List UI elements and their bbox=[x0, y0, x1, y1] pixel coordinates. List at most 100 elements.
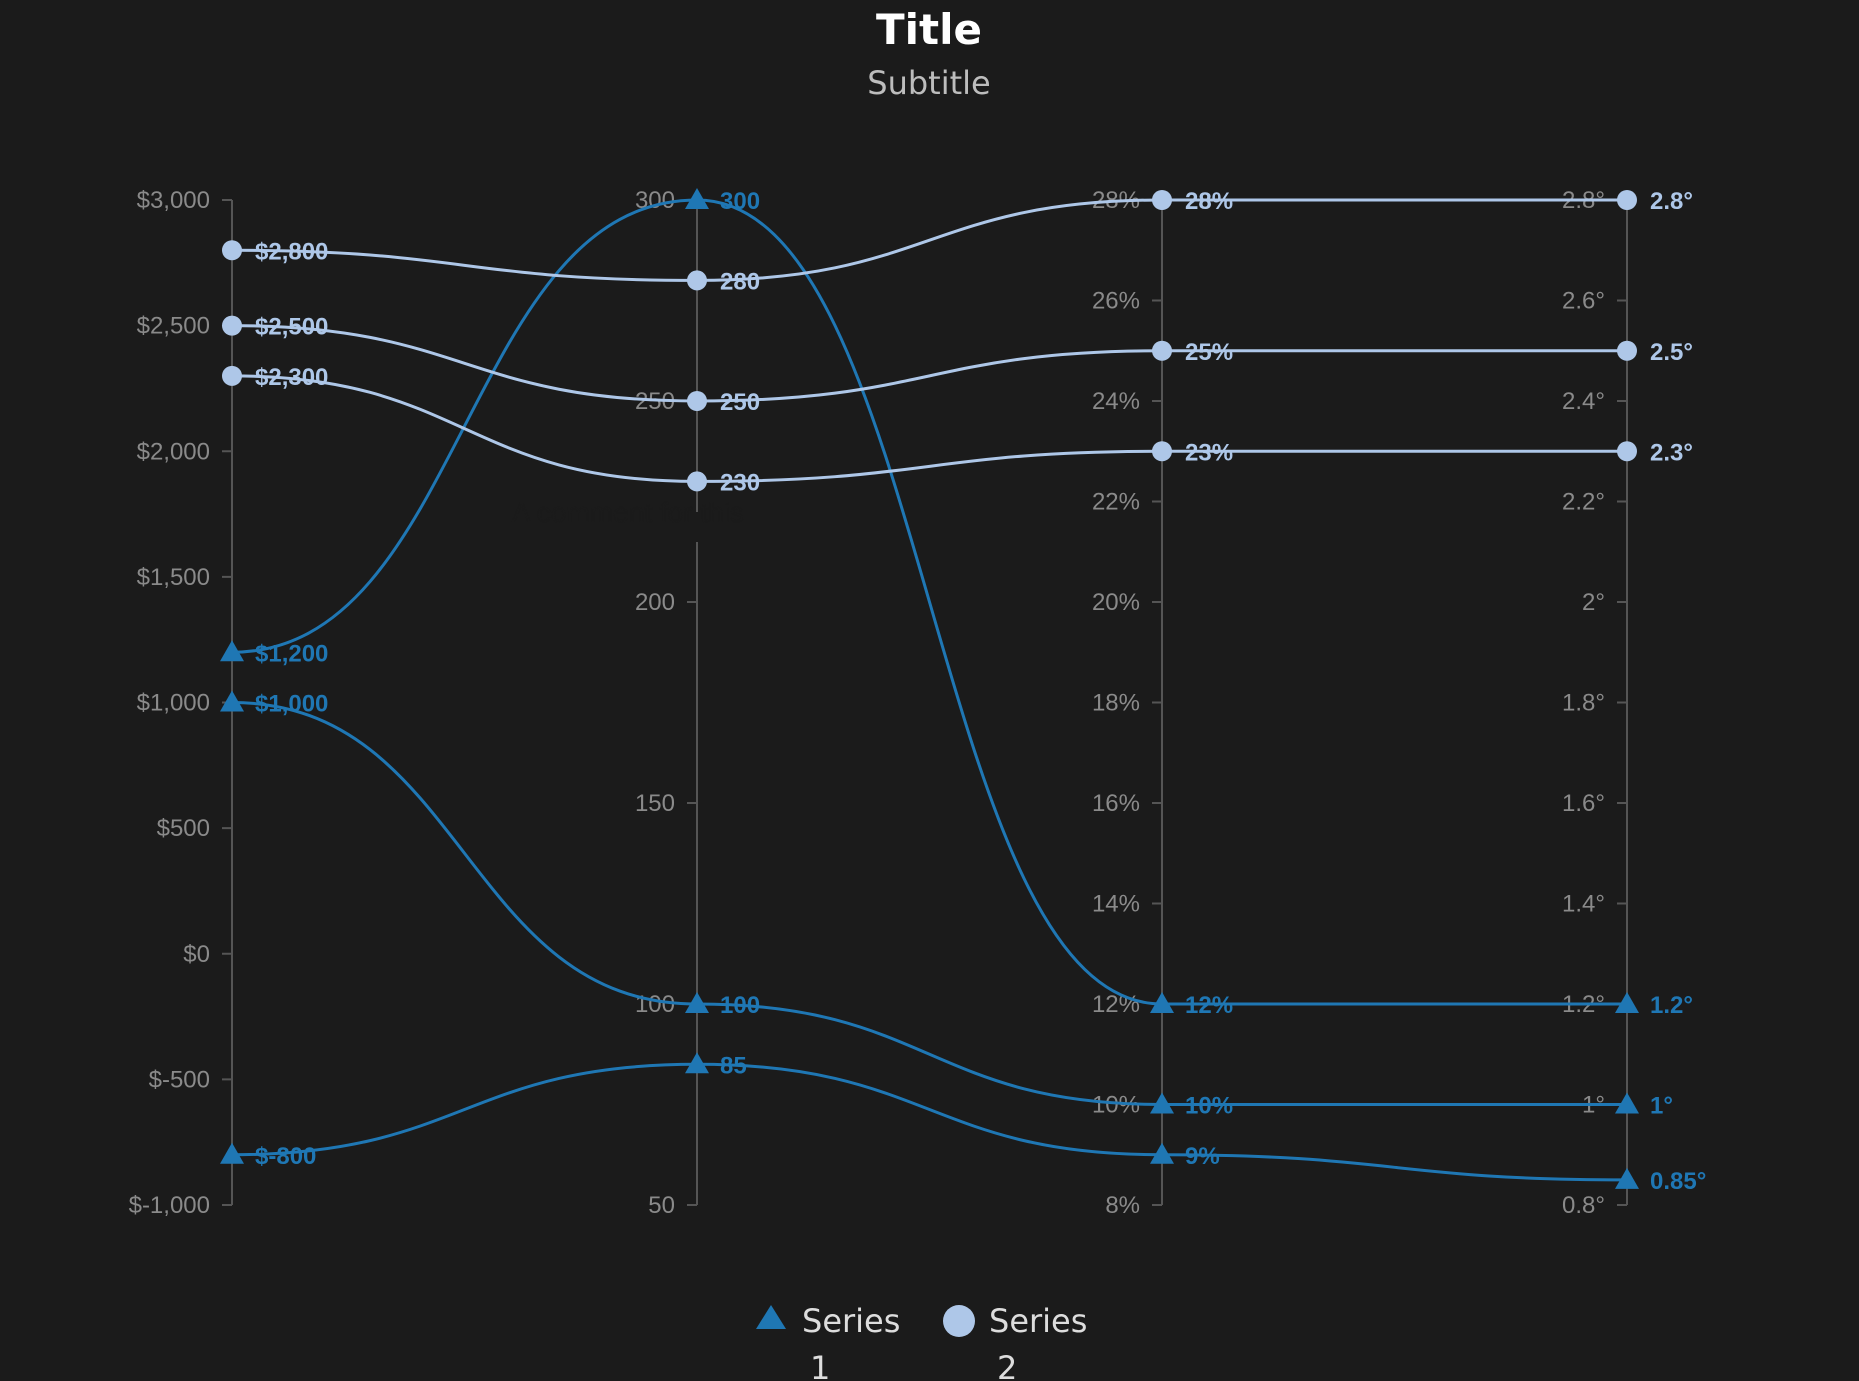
series-1-marker[interactable] bbox=[220, 690, 244, 712]
axis-tick-label: 22% bbox=[1092, 489, 1140, 516]
series-2-data-label: 280 bbox=[720, 268, 760, 295]
axis-tick-label: 2.4° bbox=[1562, 388, 1605, 415]
series-2-marker[interactable] bbox=[222, 315, 242, 336]
series-lines-layer bbox=[231, 198, 1628, 1182]
axis-tick-label: 2.6° bbox=[1562, 288, 1605, 315]
series-1-data-label: 12% bbox=[1185, 992, 1233, 1019]
series-1-marker[interactable] bbox=[1615, 992, 1639, 1013]
series-2-line-2[interactable] bbox=[231, 324, 1627, 403]
legend-circle-icon bbox=[943, 1305, 975, 1337]
axis-tick-label: 26% bbox=[1092, 288, 1140, 315]
series-1-data-label: $1,200 bbox=[255, 640, 328, 667]
annotation-layer: A comment for this bbox=[500, 497, 800, 542]
series-1-marker[interactable] bbox=[220, 1142, 244, 1164]
series-2-data-label: $2,300 bbox=[255, 364, 328, 391]
axis-tick-label: $-500 bbox=[149, 1066, 210, 1093]
legend-label: Series bbox=[989, 1302, 1087, 1340]
annotation-text: A comment for this bbox=[512, 497, 744, 528]
series-2-data-label: $2,500 bbox=[255, 314, 328, 341]
series-1-data-label: 0.85° bbox=[1650, 1168, 1706, 1195]
series-2-data-label: 25% bbox=[1185, 339, 1233, 366]
series-1-line-1[interactable] bbox=[231, 198, 1627, 1006]
axis-tick-label: 14% bbox=[1092, 891, 1140, 918]
annotation-mask bbox=[500, 512, 800, 542]
axis-tick-label: 1.6° bbox=[1562, 790, 1605, 817]
legend-label-number: 1 bbox=[810, 1349, 830, 1381]
series-1-data-label: 10% bbox=[1185, 1093, 1233, 1120]
series-1-data-label: 100 bbox=[720, 992, 760, 1019]
axis-tick-label: 200 bbox=[635, 589, 675, 616]
axis-tick-label: $1,500 bbox=[137, 564, 210, 591]
series-2-marker[interactable] bbox=[1152, 441, 1172, 462]
axis-tick-label: 1.4° bbox=[1562, 891, 1605, 918]
axis-tick-label: 0.8° bbox=[1562, 1192, 1605, 1219]
axis-tick-label: $500 bbox=[157, 815, 210, 842]
series-2-marker[interactable] bbox=[1152, 340, 1172, 361]
series-1-marker[interactable] bbox=[1615, 1092, 1639, 1114]
axis-tick-label: 150 bbox=[635, 790, 675, 817]
series-1-data-label: 300 bbox=[720, 188, 760, 215]
series-1-marker[interactable] bbox=[1150, 1092, 1174, 1114]
series-2-marker[interactable] bbox=[687, 471, 707, 492]
series-1-data-label: 85 bbox=[720, 1052, 747, 1079]
legend[interactable]: Series 1 Series 2 bbox=[756, 1302, 1087, 1381]
series-2-marker[interactable] bbox=[1617, 441, 1637, 462]
series-2-marker[interactable] bbox=[1617, 190, 1637, 210]
chart-subtitle: Subtitle bbox=[867, 64, 990, 102]
axis-tick-label: $2,000 bbox=[137, 438, 210, 465]
markers-layer bbox=[220, 188, 1639, 1189]
series-2-data-label: $2,800 bbox=[255, 238, 328, 265]
series-2-data-label: 23% bbox=[1185, 439, 1233, 466]
series-2-marker[interactable] bbox=[222, 240, 242, 261]
series-2-data-label: 2.3° bbox=[1650, 439, 1693, 466]
series-1-data-label: 1° bbox=[1650, 1093, 1673, 1120]
series-2-line-1[interactable] bbox=[231, 198, 1627, 282]
series-2-data-label: 2.8° bbox=[1650, 188, 1693, 215]
legend-item-series-2[interactable]: Series 2 bbox=[943, 1302, 1087, 1381]
axis-tick-label: 2° bbox=[1582, 589, 1605, 616]
series-1-marker[interactable] bbox=[1615, 1167, 1639, 1189]
axis-tick-label: $0 bbox=[183, 941, 210, 968]
series-1-data-label: 1.2° bbox=[1650, 992, 1693, 1019]
series-2-marker[interactable] bbox=[222, 365, 242, 386]
axis-tick-label: 12% bbox=[1092, 991, 1140, 1018]
chart-title: Title bbox=[876, 5, 982, 54]
axis-tick-label: 1.8° bbox=[1562, 690, 1605, 717]
series-1-marker[interactable] bbox=[1150, 1142, 1174, 1164]
series-1-data-label: 9% bbox=[1185, 1143, 1220, 1170]
series-2-marker[interactable] bbox=[1152, 190, 1172, 210]
series-1-line-3[interactable] bbox=[231, 1062, 1628, 1182]
series-2-data-label: 28% bbox=[1185, 188, 1233, 215]
legend-triangle-icon bbox=[756, 1305, 786, 1329]
series-1-marker[interactable] bbox=[1150, 992, 1174, 1013]
legend-label: Series bbox=[802, 1302, 900, 1340]
axis-tick-label: 20% bbox=[1092, 589, 1140, 616]
series-1-marker[interactable] bbox=[220, 640, 244, 662]
series-1-marker[interactable] bbox=[685, 188, 709, 209]
legend-label-number: 2 bbox=[997, 1349, 1017, 1381]
series-2-marker[interactable] bbox=[687, 391, 707, 411]
axis-tick-label: $3,000 bbox=[137, 187, 210, 214]
series-1-data-label: $-800 bbox=[255, 1143, 316, 1170]
axis-tick-label: 24% bbox=[1092, 388, 1140, 415]
series-1-data-label: $1,000 bbox=[255, 691, 328, 718]
series-2-marker[interactable] bbox=[1617, 340, 1637, 361]
axis-tick-label: 50 bbox=[648, 1192, 675, 1219]
legend-item-series-1[interactable]: Series 1 bbox=[756, 1302, 900, 1381]
data-labels-layer: $1,200 300 12% 1.2° $1,000 100 10% 1° $-800 85 9% 0… bbox=[255, 188, 1706, 1195]
axis-tick-label: 100 bbox=[635, 991, 675, 1018]
series-2-data-label: 250 bbox=[720, 389, 760, 416]
series-1-marker[interactable] bbox=[685, 992, 709, 1013]
axis-tick-label: 16% bbox=[1092, 790, 1140, 817]
series-1-marker[interactable] bbox=[685, 1052, 709, 1074]
series-2-line-3[interactable] bbox=[231, 374, 1628, 483]
series-2-data-label: 2.5° bbox=[1650, 339, 1693, 366]
axes-layer: $-1,000 $-500 $0 $500 $1,000 $1,500 $2,000 $2,5… bbox=[129, 187, 1628, 1219]
series-2-data-label: 230 bbox=[720, 469, 760, 496]
axis-tick-label: $-1,000 bbox=[129, 1192, 210, 1219]
axis-tick-label: 2.2° bbox=[1562, 489, 1605, 516]
series-2-marker[interactable] bbox=[687, 270, 707, 291]
axis-tick-label: 8% bbox=[1105, 1192, 1140, 1219]
axis-tick-label: 18% bbox=[1092, 690, 1140, 717]
series-1-line-2[interactable] bbox=[231, 701, 1627, 1107]
